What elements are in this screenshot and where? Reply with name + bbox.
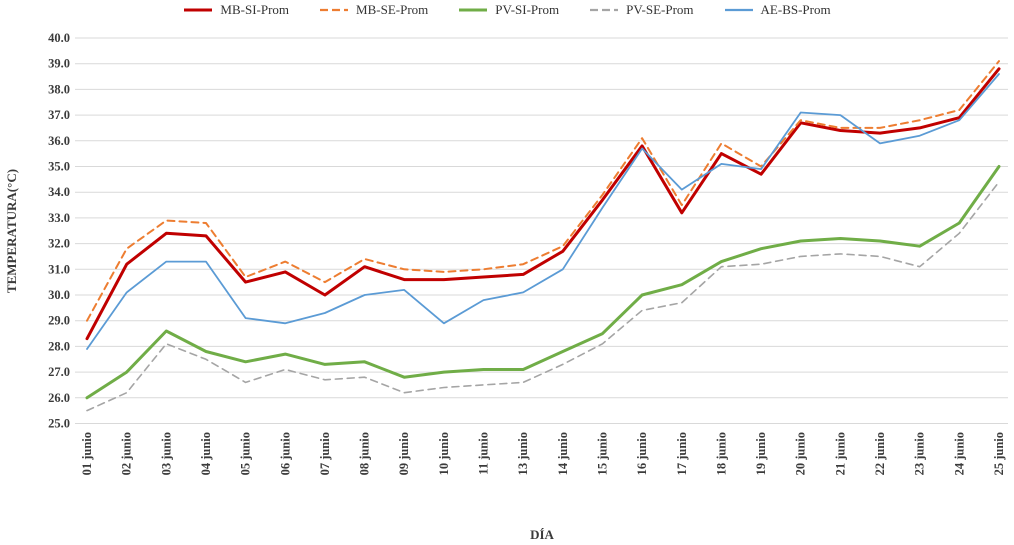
- x-tick-label: 10 junio: [437, 432, 451, 475]
- y-tick-label: 32.0: [48, 237, 70, 251]
- x-tick-label: 22 junio: [873, 432, 887, 475]
- y-tick-label: 39.0: [48, 57, 70, 71]
- series-line-MB-SE-Prom: [86, 60, 1000, 322]
- y-tick-label: 40.0: [48, 31, 70, 45]
- legend-item-MB-SE-Prom: MB-SE-Prom: [319, 2, 428, 18]
- x-tick-label: 15 junio: [595, 432, 609, 475]
- x-axis-title: DÍA: [530, 527, 554, 542]
- legend-line-sample-PV-SE-Prom: [590, 8, 619, 12]
- legend-line-sample-MB-SE-Prom: [320, 8, 349, 12]
- legend-label: MB-SI-Prom: [220, 2, 290, 17]
- gridlines: [75, 37, 1008, 424]
- y-tick-label: 34.0: [48, 185, 70, 199]
- y-tick-label: 33.0: [48, 211, 70, 225]
- x-tick-label: 05 junio: [239, 432, 253, 475]
- y-tick-label: 27.0: [48, 365, 70, 379]
- x-tick-label: 09 junio: [397, 432, 411, 475]
- y-axis-title: TEMPERATURA(°C): [4, 169, 19, 293]
- legend-item-MB-SI-Prom: MB-SI-Prom: [183, 2, 289, 18]
- series-line-PV-SI-Prom: [85, 165, 1001, 400]
- y-tick-label: 28.0: [48, 339, 70, 353]
- x-tick-label: 13 junio: [516, 432, 530, 475]
- y-tick-label: 29.0: [48, 314, 70, 328]
- legend-label: PV-SI-Prom: [495, 2, 560, 17]
- series-lines: [85, 60, 1001, 412]
- chart-legend: MB-SI-Prom MB-SE-Prom PV-SI-Prom PV-SE-Prom…: [0, 2, 1014, 18]
- x-tick-label: 02 junio: [120, 432, 134, 475]
- x-tick-label: 07 junio: [318, 432, 332, 475]
- y-tick-label: 38.0: [48, 82, 70, 96]
- x-tick-label: 04 junio: [199, 432, 213, 475]
- legend-item-PV-SE-Prom: PV-SE-Prom: [589, 2, 694, 18]
- series-line-PV-SE-Prom: [86, 181, 1000, 412]
- x-tick-label: 01 junio: [80, 432, 94, 475]
- x-tick-label: 03 junio: [159, 432, 173, 475]
- y-tick-label: 37.0: [48, 108, 70, 122]
- y-tick-label: 31.0: [48, 262, 70, 276]
- legend-label: AE-BS-Prom: [760, 2, 831, 17]
- x-axis-tick-labels: 01 junio 02 junio 03 junio 04 junio 05 junio…: [80, 432, 1006, 475]
- y-tick-label: 35.0: [48, 160, 70, 174]
- series-line-MB-SI-Prom: [85, 67, 1001, 341]
- series-line-AE-BS-Prom: [86, 73, 1000, 350]
- x-tick-label: 11 junio: [477, 432, 491, 475]
- x-tick-label: 25 junio: [992, 432, 1006, 475]
- x-tick-label: 14 junio: [556, 432, 570, 475]
- y-tick-label: 30.0: [48, 288, 70, 302]
- x-tick-label: 24 junio: [952, 432, 966, 475]
- x-tick-label: 19 junio: [754, 432, 768, 475]
- x-tick-label: 08 junio: [358, 432, 372, 475]
- y-tick-label: 36.0: [48, 134, 70, 148]
- legend-label: MB-SE-Prom: [356, 2, 429, 17]
- x-tick-label: 23 junio: [913, 432, 927, 475]
- x-tick-label: 21 junio: [833, 432, 847, 475]
- legend-item-AE-BS-Prom: AE-BS-Prom: [724, 2, 831, 18]
- legend-item-PV-SI-Prom: PV-SI-Prom: [458, 2, 559, 18]
- legend-label: PV-SE-Prom: [626, 2, 694, 17]
- legend-line-sample-PV-SI-Prom: [459, 8, 488, 12]
- y-tick-label: 26.0: [48, 391, 70, 405]
- y-axis-tick-labels: 25.0 26.0 27.0 28.0 29.0 30.0 31.0 32.0 33.0 34.0…: [48, 31, 70, 431]
- legend-line-sample-MB-SI-Prom: [184, 8, 213, 12]
- x-tick-label: 06 junio: [278, 432, 292, 475]
- x-tick-label: 20 junio: [794, 432, 808, 475]
- y-tick-label: 25.0: [48, 417, 70, 431]
- x-tick-label: 17 junio: [675, 432, 689, 475]
- x-tick-label: 18 junio: [714, 432, 728, 475]
- legend-line-sample-AE-BS-Prom: [724, 8, 753, 12]
- x-tick-label: 16 junio: [635, 432, 649, 475]
